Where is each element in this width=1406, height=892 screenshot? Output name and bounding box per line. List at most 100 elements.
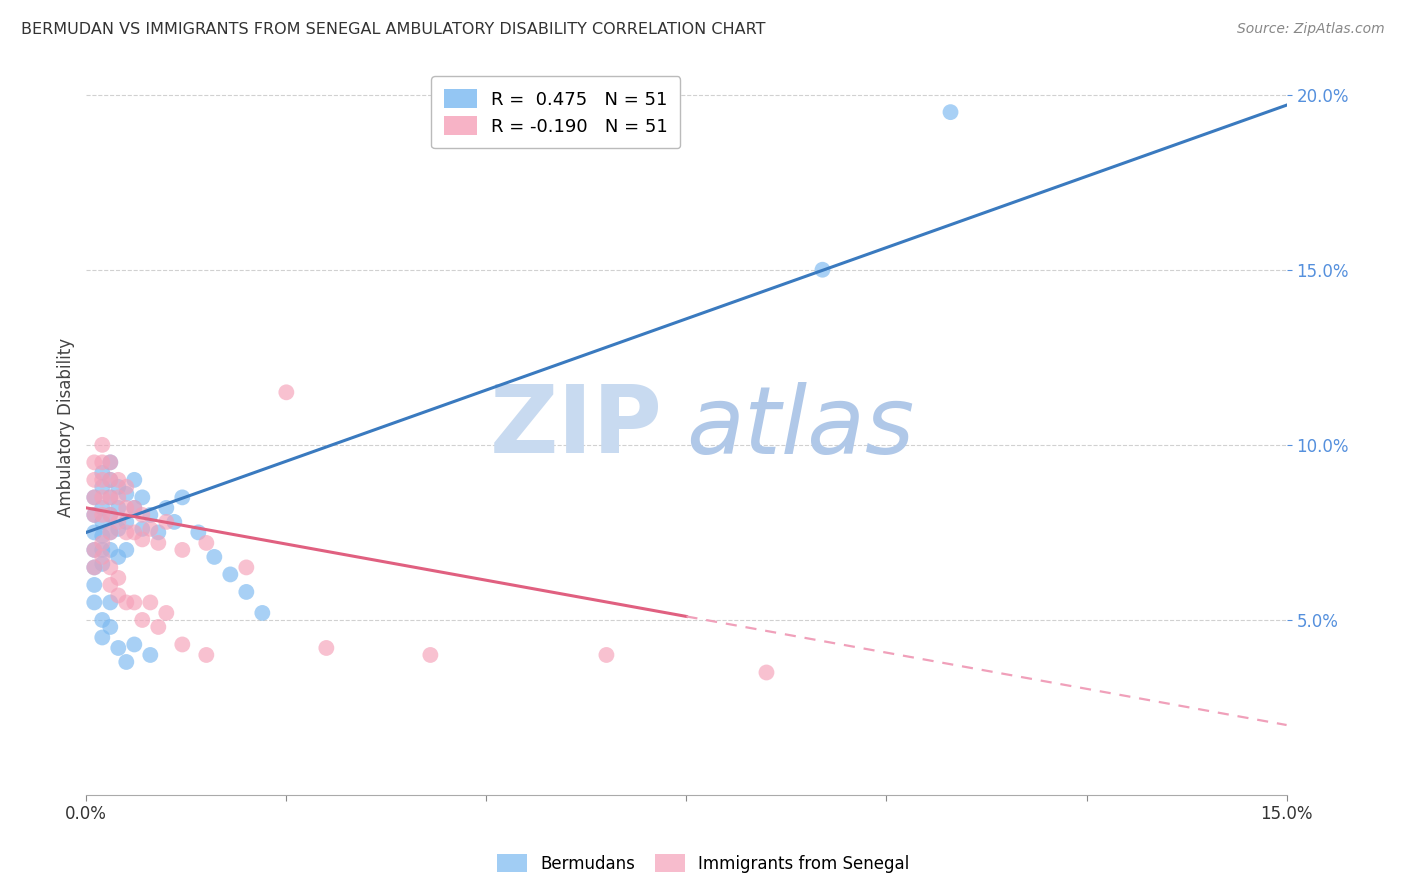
Text: BERMUDAN VS IMMIGRANTS FROM SENEGAL AMBULATORY DISABILITY CORRELATION CHART: BERMUDAN VS IMMIGRANTS FROM SENEGAL AMBU… — [21, 22, 766, 37]
Point — [148, 536, 170, 550]
Point — [98, 455, 121, 469]
Point — [91, 536, 114, 550]
Point — [83, 491, 105, 505]
Point — [83, 508, 105, 522]
Point — [124, 500, 146, 515]
Point — [124, 500, 146, 515]
Point — [124, 473, 146, 487]
Point — [187, 525, 209, 540]
Legend: Bermudans, Immigrants from Senegal: Bermudans, Immigrants from Senegal — [489, 847, 917, 880]
Point — [139, 648, 162, 662]
Point — [91, 491, 114, 505]
Point — [115, 500, 138, 515]
Point — [91, 508, 114, 522]
Point — [148, 525, 170, 540]
Point — [83, 560, 105, 574]
Point — [98, 595, 121, 609]
Point — [107, 589, 129, 603]
Point — [98, 560, 121, 574]
Point — [83, 473, 105, 487]
Point — [83, 491, 105, 505]
Point — [115, 525, 138, 540]
Point — [195, 648, 218, 662]
Y-axis label: Ambulatory Disability: Ambulatory Disability — [58, 338, 75, 516]
Point — [83, 508, 105, 522]
Point — [811, 262, 834, 277]
Point — [115, 515, 138, 529]
Point — [98, 491, 121, 505]
Point — [235, 560, 257, 574]
Point — [98, 525, 121, 540]
Point — [419, 648, 441, 662]
Point — [235, 585, 257, 599]
Point — [755, 665, 778, 680]
Point — [115, 595, 138, 609]
Point — [98, 491, 121, 505]
Point — [131, 533, 153, 547]
Point — [315, 640, 337, 655]
Point — [98, 473, 121, 487]
Point — [83, 560, 105, 574]
Point — [98, 525, 121, 540]
Point — [107, 640, 129, 655]
Point — [83, 578, 105, 592]
Point — [148, 620, 170, 634]
Point — [91, 473, 114, 487]
Text: ZIP: ZIP — [489, 382, 662, 474]
Point — [91, 515, 114, 529]
Point — [83, 542, 105, 557]
Point — [83, 542, 105, 557]
Point — [131, 522, 153, 536]
Point — [91, 438, 114, 452]
Point — [124, 525, 146, 540]
Point — [131, 508, 153, 522]
Point — [139, 595, 162, 609]
Point — [91, 455, 114, 469]
Point — [98, 508, 121, 522]
Point — [595, 648, 617, 662]
Point — [107, 500, 129, 515]
Point — [91, 549, 114, 564]
Point — [83, 595, 105, 609]
Point — [91, 500, 114, 515]
Point — [195, 536, 218, 550]
Point — [91, 466, 114, 480]
Point — [115, 655, 138, 669]
Point — [155, 606, 177, 620]
Point — [98, 455, 121, 469]
Point — [252, 606, 274, 620]
Point — [115, 487, 138, 501]
Point — [83, 455, 105, 469]
Point — [98, 508, 121, 522]
Point — [139, 522, 162, 536]
Text: Source: ZipAtlas.com: Source: ZipAtlas.com — [1237, 22, 1385, 37]
Point — [91, 631, 114, 645]
Point — [163, 515, 186, 529]
Point — [91, 529, 114, 543]
Point — [131, 613, 153, 627]
Point — [939, 105, 962, 120]
Legend: R =  0.475   N = 51, R = -0.190   N = 51: R = 0.475 N = 51, R = -0.190 N = 51 — [432, 76, 681, 148]
Point — [155, 500, 177, 515]
Point — [172, 542, 194, 557]
Point — [107, 515, 129, 529]
Point — [139, 508, 162, 522]
Point — [91, 557, 114, 571]
Point — [107, 522, 129, 536]
Point — [131, 491, 153, 505]
Point — [276, 385, 298, 400]
Point — [98, 620, 121, 634]
Point — [115, 480, 138, 494]
Point — [115, 542, 138, 557]
Point — [219, 567, 242, 582]
Point — [107, 480, 129, 494]
Point — [98, 542, 121, 557]
Point — [107, 571, 129, 585]
Point — [155, 515, 177, 529]
Text: atlas: atlas — [686, 382, 915, 473]
Point — [124, 595, 146, 609]
Point — [107, 473, 129, 487]
Point — [107, 491, 129, 505]
Point — [202, 549, 225, 564]
Point — [172, 637, 194, 651]
